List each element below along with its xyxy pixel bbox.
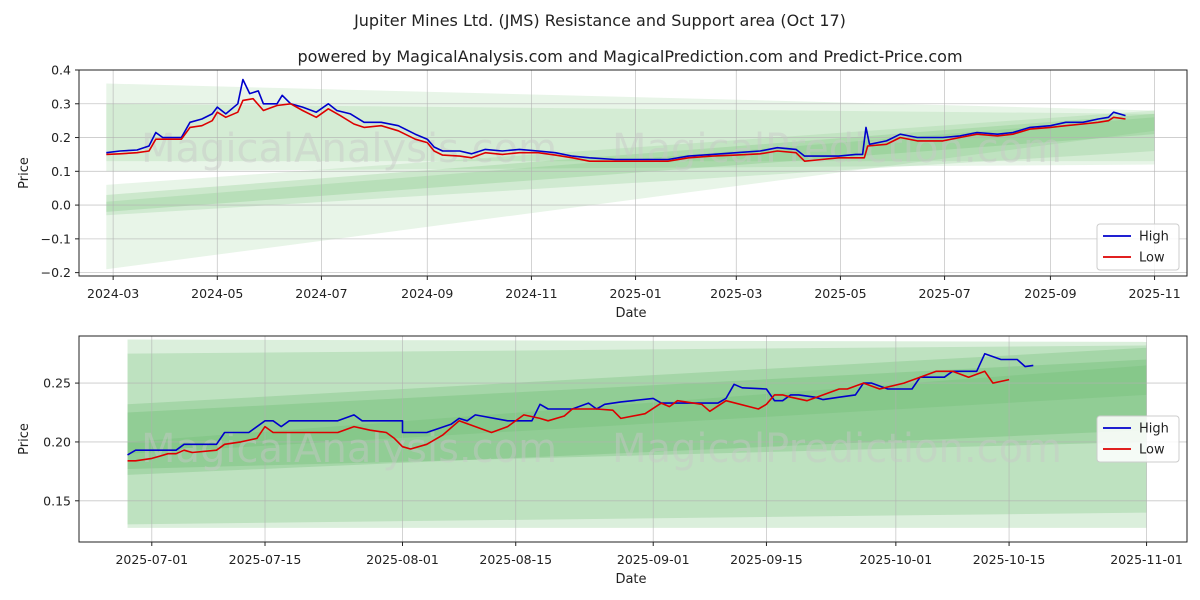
x-tick-label: 2025-09-15 <box>730 552 803 567</box>
axes-frame <box>78 335 1188 543</box>
legend-label-low: Low <box>1139 251 1165 266</box>
y-axis-label: Price <box>17 157 32 189</box>
watermark-text: MagicalAnalysis.com <box>141 126 557 172</box>
y-tick-label: 0.3 <box>51 96 71 111</box>
x-tick-label: 2024-11 <box>505 286 557 301</box>
legend-label-high: High <box>1139 230 1169 245</box>
series-line-low <box>106 97 1126 162</box>
x-tick-label: 2024-07 <box>295 286 347 301</box>
series-line-low <box>127 370 1010 462</box>
x-tick-label: 2025-03 <box>710 286 762 301</box>
bottom-chart-panel: MagicalAnalysis.com MagicalPrediction.com… <box>17 335 1188 587</box>
y-tick-label: 0.0 <box>51 198 71 213</box>
support-resistance-band <box>106 110 1155 270</box>
x-tick-label: 2025-09-01 <box>617 552 690 567</box>
legend-label-high: High <box>1139 422 1169 437</box>
x-tick-label: 2024-03 <box>87 286 139 301</box>
support-resistance-band <box>127 347 1147 470</box>
watermark-text: MagicalAnalysis.com <box>141 426 557 472</box>
y-tick-label: 0.2 <box>51 130 71 145</box>
x-tick-label: 2025-10-15 <box>973 552 1046 567</box>
x-tick-label: 2025-07-15 <box>229 552 302 567</box>
top-chart-panel: MagicalAnalysis.com MagicalPrediction.com… <box>17 63 1188 321</box>
y-tick-label: 0.20 <box>43 434 71 449</box>
x-axis-label: Date <box>615 306 646 321</box>
y-tick-label: −0.2 <box>41 265 71 280</box>
watermark-text: MagicalPrediction.com <box>612 426 1062 472</box>
y-tick-label: 0.1 <box>51 164 71 179</box>
x-tick-label: 2025-08-01 <box>366 552 439 567</box>
legend: High Low <box>1096 415 1180 463</box>
x-axis-label: Date <box>615 572 646 587</box>
y-axis-label: Price <box>17 423 32 455</box>
y-tick-label: 0.25 <box>43 376 71 391</box>
support-resistance-band <box>106 103 1155 162</box>
series-line-high <box>106 78 1126 161</box>
x-tick-label: 2025-10-01 <box>860 552 933 567</box>
x-tick-label: 2025-11 <box>1128 286 1180 301</box>
chart-subtitle: powered by MagicalAnalysis.com and Magic… <box>297 47 962 66</box>
axes-frame <box>78 69 1188 277</box>
legend: High Low <box>1096 223 1180 271</box>
y-tick-label: −0.1 <box>41 231 71 246</box>
y-tick-label: 0.15 <box>43 493 71 508</box>
x-tick-label: 2024-09 <box>401 286 453 301</box>
watermark-text: MagicalPrediction.com <box>612 126 1062 172</box>
x-tick-label: 2025-01 <box>609 286 661 301</box>
x-tick-label: 2025-05 <box>814 286 866 301</box>
chart-title: Jupiter Mines Ltd. (JMS) Resistance and … <box>353 11 846 30</box>
x-tick-label: 2024-05 <box>191 286 243 301</box>
x-tick-label: 2025-08-15 <box>479 552 552 567</box>
x-tick-label: 2025-09 <box>1024 286 1076 301</box>
support-resistance-band <box>127 345 1147 525</box>
x-tick-label: 2025-07 <box>918 286 970 301</box>
legend-label-low: Low <box>1139 443 1165 458</box>
x-tick-label: 2025-07-01 <box>115 552 188 567</box>
x-tick-label: 2025-11-01 <box>1110 552 1183 567</box>
support-resistance-band <box>106 83 1155 172</box>
y-tick-label: 0.4 <box>51 63 71 78</box>
